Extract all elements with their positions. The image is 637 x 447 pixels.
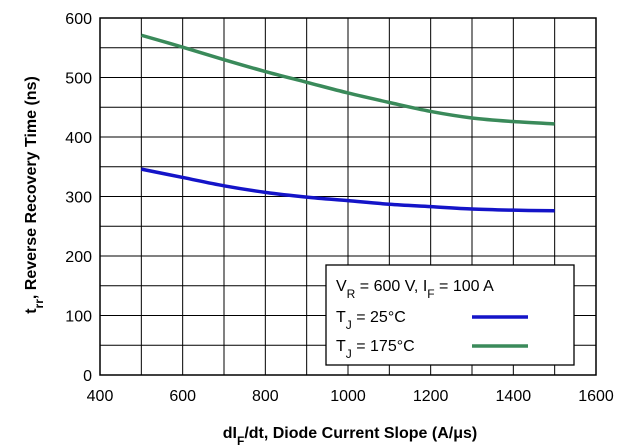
x-tick-label: 800	[252, 388, 279, 405]
y-tick-label: 300	[65, 190, 92, 207]
x-tick-label: 1000	[330, 388, 366, 405]
series-layer	[140, 33, 555, 213]
y-tick-label: 600	[65, 11, 92, 28]
y-tick-label: 500	[65, 71, 92, 88]
x-tick-label: 1200	[413, 388, 449, 405]
series-line-1	[140, 33, 555, 126]
x-tick-label: 600	[169, 388, 196, 405]
x-tick-label: 400	[87, 388, 114, 405]
plot-frame	[99, 17, 597, 376]
legend: VR = 600 V, IF = 100 A TJ = 25°C TJ = 17…	[325, 264, 575, 366]
y-axis-title: trr, Reverse Recovery Time (ns)	[23, 76, 46, 314]
legend-label-25c: TJ = 25°C	[336, 309, 406, 332]
y-tick-label: 400	[65, 130, 92, 147]
series-line-0	[140, 167, 555, 213]
legend-box	[325, 264, 575, 366]
legend-label-175c: TJ = 175°C	[336, 338, 415, 361]
y-tick-label: 100	[65, 309, 92, 326]
x-axis-title: dIF/dt, Diode Current Slope (A/μs)	[223, 425, 477, 447]
y-tick-label: 200	[65, 249, 92, 266]
legend-header: VR = 600 V, IF = 100 A	[336, 278, 494, 301]
x-tick-label: 1600	[578, 388, 614, 405]
x-tick-label: 1400	[496, 388, 532, 405]
tick-labels: 400 600 800 1000 1200 1400 1600 0 100 200 300 400 50…	[65, 11, 614, 405]
y-tick-label: 0	[83, 368, 92, 385]
